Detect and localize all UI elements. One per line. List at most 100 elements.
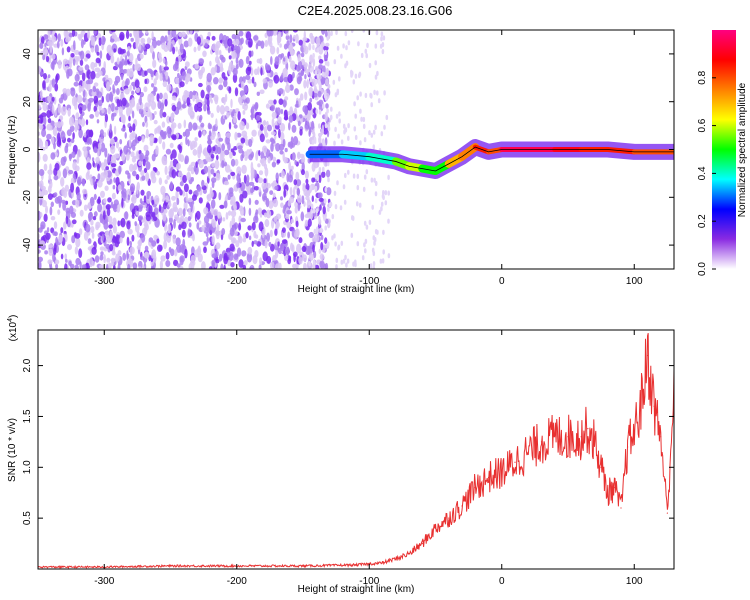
noise-speckle [374,229,378,235]
snr-point [461,505,463,507]
noise-speckle [112,84,115,92]
noise-speckle [296,179,302,187]
noise-speckle [217,211,222,219]
noise-speckle [254,101,258,112]
noise-speckle [370,102,374,108]
noise-speckle [54,259,60,265]
noise-speckle [304,219,309,227]
noise-speckle [76,154,80,164]
noise-speckle [152,59,157,68]
noise-speckle [117,220,121,227]
noise-speckle [132,170,137,177]
noise-speckle [123,145,129,155]
noise-speckle [86,137,91,145]
noise-speckle [278,98,284,105]
noise-speckle [161,155,167,166]
noise-speckle [150,170,156,180]
noise-speckle [358,202,362,208]
noise-speckle [270,131,276,136]
noise-speckle [60,227,64,234]
noise-speckle [188,207,191,216]
noise-speckle [328,202,331,208]
noise-speckle [153,119,158,125]
x-tick-label: -200 [227,576,247,587]
noise-speckle [198,130,202,138]
noise-speckle [72,132,75,140]
noise-speckle [175,186,181,192]
noise-speckle [240,217,246,223]
noise-speckle [216,224,220,232]
noise-speckle [264,132,269,138]
noise-speckle [310,88,313,97]
noise-speckle [250,187,254,194]
noise-speckle [144,78,147,84]
noise-speckle [304,91,308,101]
noise-speckle [210,168,215,175]
noise-speckle [190,259,196,267]
noise-speckle [179,43,184,54]
noise-speckle [79,59,84,66]
noise-speckle [308,73,311,78]
noise-speckle [237,111,241,121]
noise-speckle [39,180,44,190]
noise-speckle [324,218,329,224]
noise-speckle [271,111,277,119]
noise-speckle [224,105,230,112]
noise-speckle [74,264,79,269]
noise-speckle [51,136,55,145]
noise-speckle [194,137,198,142]
noise-speckle [78,84,82,94]
noise-speckle [104,185,109,191]
noise-speckle [47,96,52,103]
noise-speckle [57,59,62,69]
noise-speckle [54,83,59,92]
noise-speckle [248,60,252,65]
noise-speckle [297,120,301,127]
noise-speckle [219,105,225,115]
noise-speckle [337,133,340,139]
noise-speckle [109,38,115,43]
noise-speckle [336,45,340,51]
noise-speckle [262,78,267,84]
noise-speckle [330,30,333,36]
noise-speckle [107,215,113,223]
noise-speckle [344,127,348,133]
noise-speckle [198,69,204,76]
noise-speckle [121,197,124,208]
noise-speckle [373,89,376,95]
noise-speckle [42,80,46,89]
noise-speckle [307,245,313,256]
noise-speckle [207,122,211,130]
noise-speckle [99,254,104,261]
noise-speckle [131,213,135,219]
noise-speckle [96,51,100,56]
noise-speckle [70,138,75,144]
noise-speckle [96,119,100,124]
noise-speckle [87,202,91,209]
noise-speckle [168,208,174,219]
noise-speckle [224,93,228,103]
noise-speckle [316,101,321,106]
noise-speckle [80,118,86,127]
noise-speckle [155,71,159,81]
noise-speckle [296,243,302,254]
noise-speckle [47,74,51,79]
noise-speckle [366,42,369,49]
snr-multiplier: (x104) [7,315,19,342]
noise-speckle [289,34,293,44]
noise-speckle [182,174,188,184]
noise-speckle [379,258,383,264]
noise-speckle [192,233,195,242]
noise-speckle [186,171,191,181]
noise-speckle [272,198,279,208]
noise-speckle [177,72,180,79]
noise-speckle [213,208,219,216]
noise-speckle [309,97,313,103]
noise-speckle [336,180,339,186]
noise-speckle [126,220,131,230]
noise-speckle [318,174,322,184]
noise-speckle [128,177,132,185]
noise-speckle [333,59,337,65]
noise-speckle [309,54,313,64]
noise-speckle [232,151,236,157]
